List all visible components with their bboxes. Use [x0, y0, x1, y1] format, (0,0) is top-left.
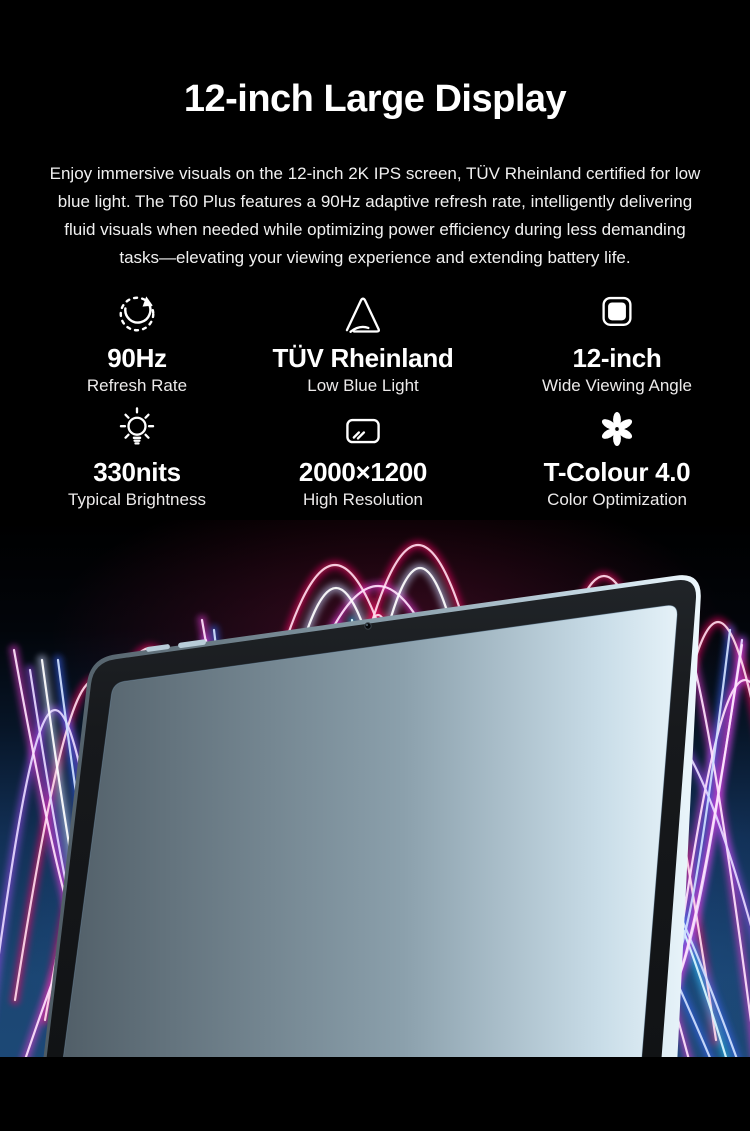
feature-item-resolution: 2000×1200 High Resolution — [248, 402, 478, 510]
feature-label: Typical Brightness — [68, 490, 206, 509]
feature-value: 330nits — [93, 457, 181, 487]
feature-value: 12-inch — [572, 343, 662, 373]
hero-image — [0, 520, 750, 1131]
feature-label: High Resolution — [302, 490, 423, 509]
brightness-bulb-icon — [37, 402, 237, 454]
tablet-frame-silver — [38, 575, 701, 1105]
refresh-rate-dial-icon — [37, 288, 237, 340]
intro-line: Enjoy immersive visuals on the 12-inch 2… — [49, 164, 701, 183]
intro-line: fluid visuals when needed while optimizi… — [64, 220, 686, 239]
volume-buttons — [146, 639, 206, 652]
screen-edge-highlight — [56, 604, 678, 1106]
intro-line: tasks—elevating your viewing experience … — [119, 248, 631, 267]
feature-label: Color Optimization — [547, 490, 687, 509]
feature-item-color-optimization: T-Colour 4.0 Color Optimization — [502, 402, 732, 510]
rounded-square-display-icon — [502, 288, 732, 340]
tuv-rheinland-triangle-icon — [248, 288, 478, 340]
feature-label: Wide Viewing Angle — [542, 376, 692, 395]
feature-value: 90Hz — [107, 343, 167, 373]
intro-line: blue light. The T60 Plus features a 90Hz… — [57, 192, 693, 211]
feature-item-low-blue-light: TÜV Rheinland Low Blue Light — [248, 288, 478, 396]
bottom-black-bar — [0, 1057, 750, 1131]
intro-paragraph: Enjoy immersive visuals on the 12-inch 2… — [30, 160, 720, 272]
feature-value: 2000×1200 — [298, 457, 428, 487]
front-camera-icon — [364, 622, 372, 630]
feature-item-wide-viewing-angle: 12-inch Wide Viewing Angle — [502, 288, 732, 396]
page-title: 12-inch Large Display — [183, 78, 567, 120]
feature-item-refresh-rate: 90Hz Refresh Rate — [37, 288, 237, 396]
feature-value: T-Colour 4.0 — [543, 457, 691, 487]
screen-resolution-icon — [248, 402, 478, 454]
feature-label: Low Blue Light — [307, 376, 419, 395]
feature-value: TÜV Rheinland — [272, 343, 454, 373]
feature-label: Refresh Rate — [86, 376, 188, 395]
feature-item-brightness: 330nits Typical Brightness — [37, 402, 237, 510]
flower-color-icon — [502, 402, 732, 454]
